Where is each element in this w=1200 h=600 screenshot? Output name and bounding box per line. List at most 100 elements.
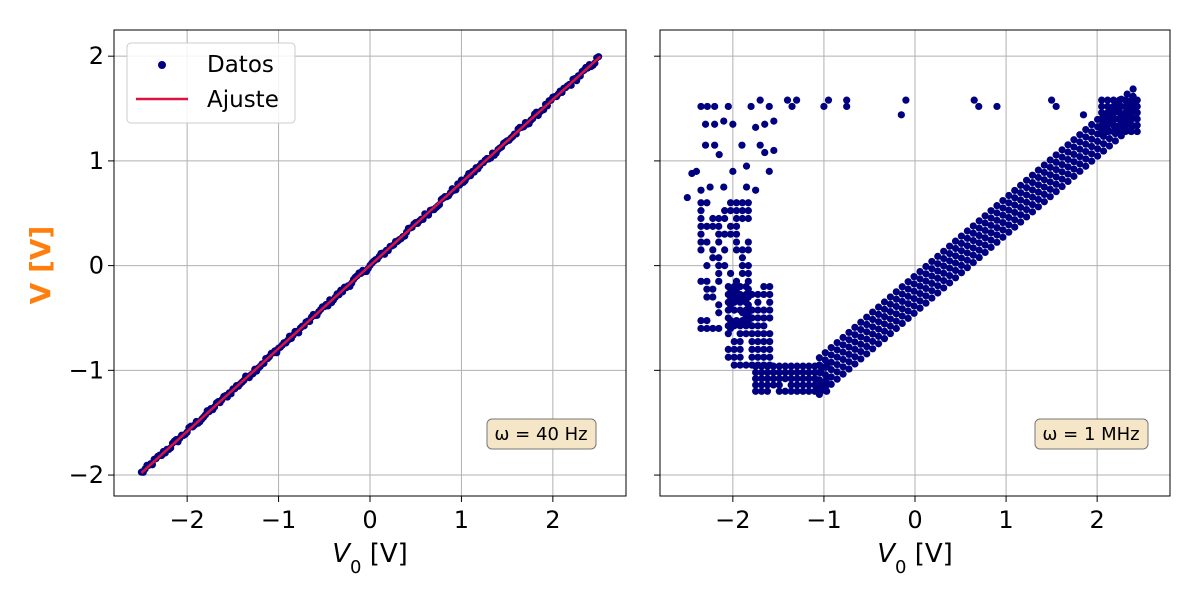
data-point xyxy=(1070,150,1078,158)
data-point xyxy=(1115,127,1124,136)
data-point xyxy=(922,270,930,278)
data-point xyxy=(963,249,971,257)
data-point xyxy=(721,207,729,215)
data-point xyxy=(754,353,762,361)
panel-right: −2 −1 0 1 2 V0 [V] ω = 1 MHz xyxy=(654,29,1171,578)
data-point xyxy=(730,282,738,291)
data-point xyxy=(833,360,841,369)
data-point xyxy=(793,387,801,395)
data-point xyxy=(845,343,853,351)
data-point xyxy=(754,290,762,299)
data-point xyxy=(729,167,737,175)
data-point xyxy=(1058,146,1066,154)
data-point xyxy=(742,282,750,291)
data-point xyxy=(1017,181,1025,189)
data-point xyxy=(1034,173,1043,182)
data-point xyxy=(697,186,705,194)
data-point xyxy=(833,338,841,347)
data-point xyxy=(736,306,744,314)
data-point xyxy=(738,207,747,215)
data-point xyxy=(736,337,744,346)
data-point xyxy=(1082,147,1090,156)
data-point xyxy=(744,262,752,270)
data-point xyxy=(975,253,983,262)
data-point xyxy=(857,355,865,363)
data-point xyxy=(827,358,835,366)
data-point xyxy=(1058,182,1066,191)
data-point xyxy=(742,314,750,322)
data-point xyxy=(1064,177,1072,186)
data-point xyxy=(951,244,960,253)
data-point xyxy=(833,346,841,354)
data-point xyxy=(969,222,977,230)
data-point xyxy=(709,285,717,293)
data-point xyxy=(706,183,714,191)
data-point xyxy=(969,244,977,252)
data-point xyxy=(1017,189,1025,197)
data-point xyxy=(922,277,930,285)
data-point xyxy=(748,314,756,322)
data-point xyxy=(738,141,746,149)
data-point xyxy=(1105,135,1114,143)
data-point xyxy=(711,120,719,128)
data-point xyxy=(821,363,829,371)
data-point xyxy=(957,261,966,269)
data-point xyxy=(851,360,859,368)
data-point xyxy=(730,353,738,361)
data-point xyxy=(766,353,774,361)
data-point xyxy=(715,324,723,333)
data-point xyxy=(880,320,889,328)
data-point xyxy=(1109,121,1118,129)
x-axis-label: V0 [V] xyxy=(877,539,953,578)
data-point xyxy=(963,256,971,264)
data-point xyxy=(1028,208,1037,216)
data-point xyxy=(736,353,744,361)
data-point xyxy=(724,345,732,353)
data-point xyxy=(1121,121,1129,129)
data-point xyxy=(1058,153,1066,161)
data-point xyxy=(1076,131,1084,139)
data-point xyxy=(730,290,738,299)
data-point xyxy=(910,273,918,281)
data-point xyxy=(1121,127,1129,136)
data-point xyxy=(987,243,995,251)
data-point xyxy=(934,267,942,275)
data-point xyxy=(757,375,766,383)
data-point xyxy=(940,277,948,285)
data-point xyxy=(709,222,717,230)
data-point xyxy=(1093,152,1102,160)
data-point xyxy=(799,375,807,383)
data-point xyxy=(787,381,795,389)
data-point xyxy=(1082,133,1090,141)
data-point xyxy=(724,322,732,330)
data-point xyxy=(1028,200,1037,209)
data-point xyxy=(1022,213,1031,221)
data-point xyxy=(845,365,853,373)
data-point xyxy=(946,242,954,250)
data-point xyxy=(793,375,801,383)
data-point xyxy=(839,333,847,342)
data-point xyxy=(1076,145,1084,153)
data-point xyxy=(824,96,833,104)
data-point xyxy=(851,345,859,353)
data-point xyxy=(754,330,762,338)
data-point xyxy=(1052,158,1060,166)
data-point xyxy=(721,262,729,270)
data-point xyxy=(843,96,851,104)
data-point xyxy=(721,214,729,223)
data-point xyxy=(1017,211,1025,219)
data-point xyxy=(703,102,711,111)
data-point xyxy=(715,238,723,246)
data-point xyxy=(1052,188,1060,196)
data-points xyxy=(683,85,1141,399)
data-point xyxy=(1098,109,1106,117)
data-point xyxy=(1082,155,1090,163)
data-point xyxy=(1040,168,1048,177)
data-point xyxy=(766,337,774,346)
data-point xyxy=(726,207,735,215)
data-point xyxy=(1011,186,1019,195)
data-point xyxy=(793,362,801,370)
data-point xyxy=(886,329,895,338)
data-point xyxy=(738,254,747,262)
annotation-text: ω = 1 MHz xyxy=(1042,424,1139,445)
